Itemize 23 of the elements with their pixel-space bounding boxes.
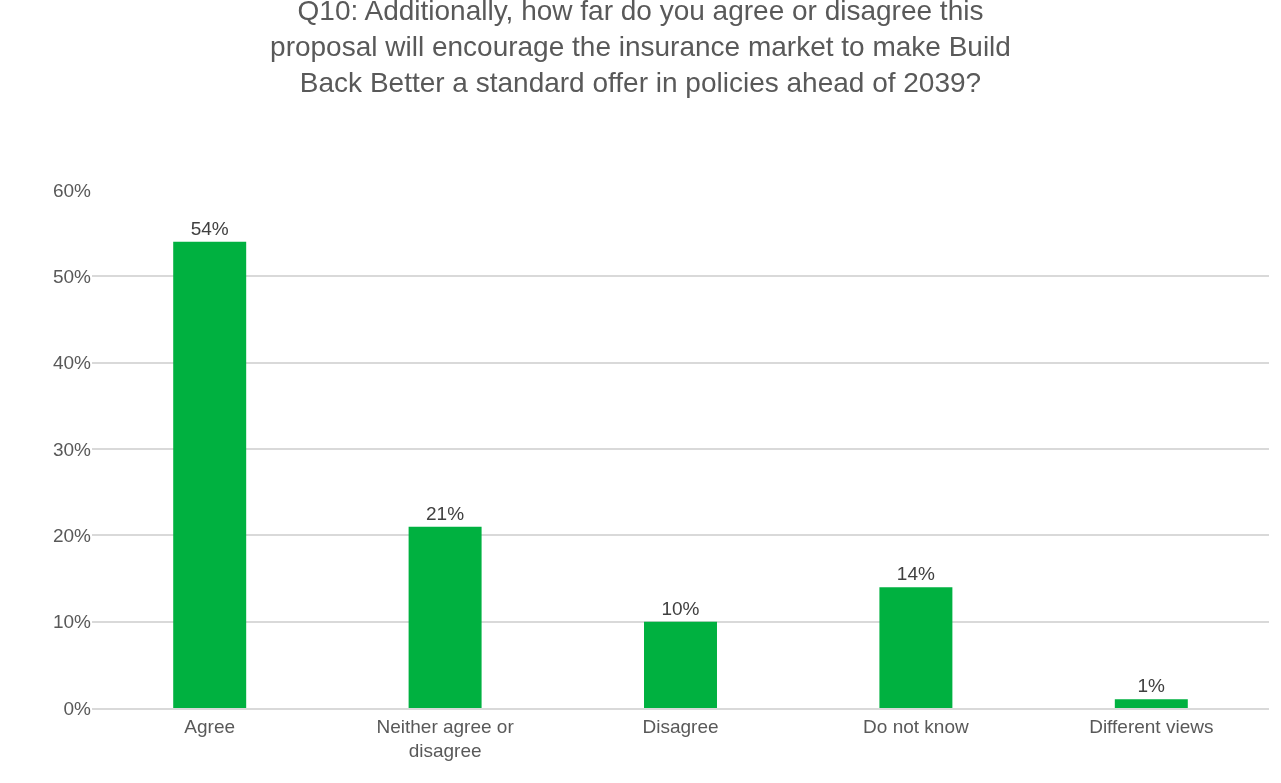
x-tick-label: Different views (1089, 715, 1214, 737)
bar (173, 241, 247, 708)
y-tick-label: 50% (52, 265, 92, 287)
y-tick-label: 30% (52, 438, 92, 460)
x-tick-label: Disagree (642, 715, 719, 737)
bar (644, 621, 717, 708)
y-tick-label: 0% (63, 697, 92, 719)
data-label: 14% (896, 563, 935, 585)
bar (879, 587, 953, 708)
data-label: 1% (1137, 675, 1166, 697)
bar (1114, 699, 1188, 708)
y-tick-label: 60% (52, 179, 92, 201)
x-tick-label: Do not know (863, 715, 969, 737)
data-label: 10% (661, 597, 700, 619)
data-label: 21% (426, 502, 465, 524)
y-tick-label: 20% (52, 524, 92, 546)
x-tick-label: Neither agree or disagree (376, 715, 515, 762)
y-tick-label: 10% (52, 611, 92, 633)
chart-title: Q10: Additionally, how far do you agree or disagree this proposal will encourage the insurance market to make Build Back Better a standard offer in policies ahead of 2039? (270, 0, 1011, 99)
data-label: 54% (190, 217, 229, 239)
bar (408, 526, 482, 708)
y-tick-label: 40% (52, 352, 92, 374)
x-tick-label: Agree (184, 715, 236, 737)
